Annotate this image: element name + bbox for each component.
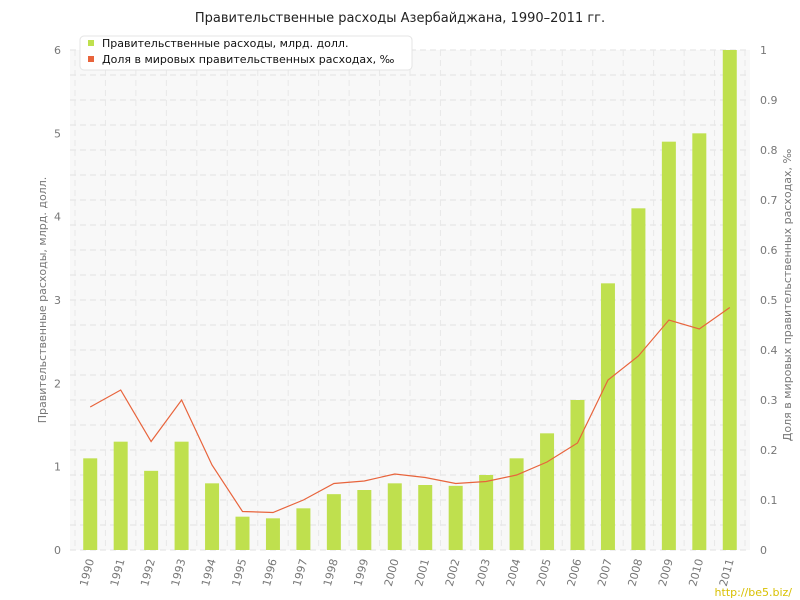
bar bbox=[631, 208, 646, 551]
x-tick-label: 1997 bbox=[290, 557, 310, 587]
x-tick-label: 1996 bbox=[260, 557, 280, 587]
y2-tick-label: 0.1 bbox=[760, 494, 778, 507]
x-tick-label: 1990 bbox=[77, 557, 97, 587]
x-tick-label: 2005 bbox=[534, 557, 554, 587]
right-axis-ticks: 0 0.1 0.2 0.3 0.4 0.5 0.6 0.7 0.8 0.9 1 bbox=[760, 44, 778, 557]
y-tick-label: 5 bbox=[54, 127, 61, 140]
x-tick-label: 1994 bbox=[199, 557, 219, 587]
bar bbox=[448, 485, 463, 550]
x-tick-label: 2006 bbox=[565, 557, 585, 587]
y-tick-label: 0 bbox=[54, 544, 61, 557]
y2-tick-label: 0.3 bbox=[760, 394, 778, 407]
x-tick-label: 2001 bbox=[412, 557, 432, 587]
y-tick-label: 6 bbox=[54, 44, 61, 57]
y2-tick-label: 0.7 bbox=[760, 194, 778, 207]
bar bbox=[722, 50, 737, 550]
x-tick-label: 1995 bbox=[230, 557, 250, 587]
bar bbox=[83, 458, 98, 550]
legend-box bbox=[79, 35, 413, 71]
bar bbox=[144, 470, 159, 550]
y2-tick-label: 0.9 bbox=[760, 94, 778, 107]
y2-tick-label: 0 bbox=[760, 544, 767, 557]
bar bbox=[235, 516, 250, 550]
y2-axis-label: Доля в мировых правительственных расхода… bbox=[781, 149, 794, 442]
x-tick-label: 2002 bbox=[443, 557, 463, 587]
bar bbox=[174, 441, 189, 550]
bar bbox=[509, 458, 524, 550]
bar bbox=[205, 483, 220, 550]
x-tick-label: 2011 bbox=[717, 557, 737, 587]
y2-tick-label: 0.5 bbox=[760, 294, 778, 307]
chart-title: Правительственные расходы Азербайджана, … bbox=[195, 11, 605, 26]
y2-tick-label: 0.6 bbox=[760, 244, 778, 257]
legend-marker-bars bbox=[88, 40, 94, 46]
legend-marker-line bbox=[88, 56, 94, 62]
x-tick-label: 2009 bbox=[656, 557, 676, 587]
x-tick-label: 1992 bbox=[138, 557, 158, 587]
watermark: http://be5.biz/ bbox=[715, 586, 793, 599]
x-tick-label: 2004 bbox=[504, 557, 524, 587]
bar bbox=[387, 483, 402, 550]
y2-tick-label: 0.2 bbox=[760, 444, 778, 457]
x-tick-label: 2007 bbox=[595, 557, 615, 587]
y-tick-label: 3 bbox=[54, 294, 61, 307]
legend-label-line: Доля в мировых правительственных расхода… bbox=[102, 53, 395, 66]
left-axis-ticks: 0 1 2 3 4 5 6 bbox=[54, 44, 61, 557]
y-tick-label: 4 bbox=[54, 211, 61, 224]
y2-tick-label: 0.4 bbox=[760, 344, 778, 357]
x-tick-label: 2000 bbox=[382, 557, 402, 587]
x-tick-label: 1999 bbox=[351, 557, 371, 587]
bar bbox=[600, 283, 615, 550]
bar bbox=[418, 485, 433, 550]
y2-tick-label: 0.8 bbox=[760, 144, 778, 157]
x-tick-label: 2010 bbox=[686, 557, 706, 587]
bar bbox=[326, 494, 341, 550]
x-tick-label: 2008 bbox=[625, 557, 645, 587]
bar bbox=[113, 441, 128, 550]
x-tick-label: 2003 bbox=[473, 557, 493, 587]
bar bbox=[692, 133, 707, 551]
y-tick-label: 2 bbox=[54, 377, 61, 390]
y-axis-label: Правительственные расходы, млрд. долл. bbox=[36, 177, 49, 423]
bar bbox=[479, 475, 494, 550]
bar bbox=[570, 400, 585, 550]
bar bbox=[661, 141, 676, 550]
y2-tick-label: 1 bbox=[760, 44, 767, 57]
bar bbox=[265, 518, 280, 550]
x-tick-label: 1998 bbox=[321, 557, 341, 587]
bar-series bbox=[83, 50, 737, 551]
legend-label-bars: Правительственные расходы, млрд. долл. bbox=[102, 37, 348, 50]
bar bbox=[296, 508, 311, 550]
legend: Правительственные расходы, млрд. долл. Д… bbox=[79, 35, 413, 71]
bar bbox=[357, 490, 372, 550]
x-tick-label: 1993 bbox=[169, 557, 189, 587]
bar bbox=[540, 433, 555, 550]
y-tick-label: 1 bbox=[54, 461, 61, 474]
share-line bbox=[89, 307, 731, 514]
x-axis-ticks: 1990 1991 1992 1993 1994 1995 1996 1997 1998 1999… bbox=[77, 557, 736, 587]
x-tick-label: 1991 bbox=[108, 557, 128, 587]
